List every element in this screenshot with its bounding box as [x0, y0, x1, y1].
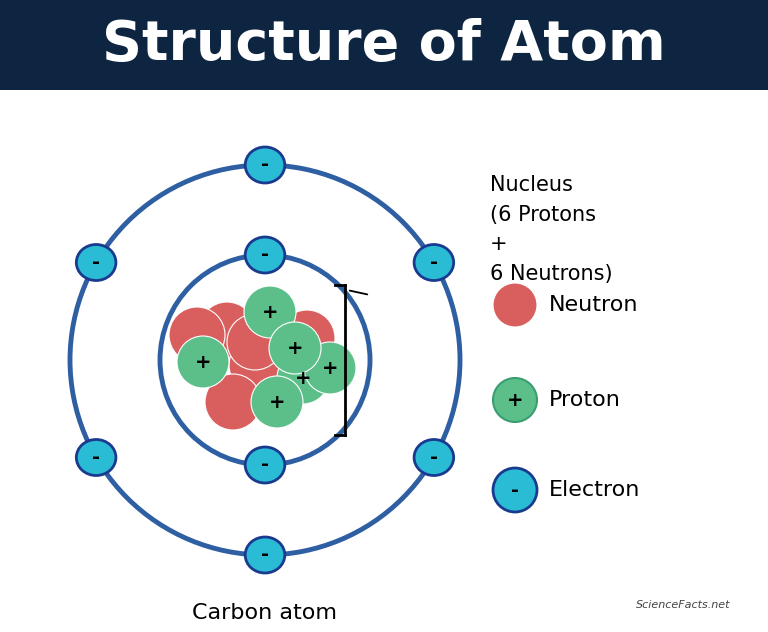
Text: Proton: Proton — [549, 390, 621, 410]
Text: Carbon atom: Carbon atom — [193, 603, 337, 623]
Ellipse shape — [76, 245, 116, 281]
Circle shape — [177, 336, 229, 388]
Ellipse shape — [245, 237, 285, 273]
Circle shape — [199, 302, 255, 358]
Circle shape — [279, 310, 335, 366]
Circle shape — [269, 322, 321, 374]
Text: Neutron: Neutron — [549, 295, 638, 315]
Text: -: - — [261, 456, 269, 475]
Text: +: + — [262, 303, 278, 322]
Ellipse shape — [414, 245, 454, 281]
Circle shape — [493, 378, 537, 422]
Circle shape — [277, 352, 329, 404]
Text: -: - — [430, 448, 438, 467]
Text: +: + — [322, 358, 338, 377]
Ellipse shape — [245, 447, 285, 483]
Circle shape — [227, 314, 283, 370]
Circle shape — [229, 337, 285, 393]
Bar — [0, 0, 768, 90]
Ellipse shape — [245, 147, 285, 183]
Text: +: + — [195, 353, 211, 372]
Text: +: + — [286, 339, 303, 358]
Circle shape — [304, 342, 356, 394]
Circle shape — [493, 468, 537, 512]
Circle shape — [251, 376, 303, 428]
Text: -: - — [92, 448, 100, 467]
Text: -: - — [261, 545, 269, 564]
Text: Structure of Atom: Structure of Atom — [102, 18, 666, 72]
Ellipse shape — [414, 439, 454, 475]
Circle shape — [205, 374, 261, 430]
Text: Electron: Electron — [549, 480, 641, 500]
Text: Nucleus
(6 Protons
+
6 Neutrons): Nucleus (6 Protons + 6 Neutrons) — [490, 175, 613, 284]
Text: -: - — [92, 253, 100, 272]
Text: +: + — [507, 391, 523, 410]
Circle shape — [169, 307, 225, 363]
Text: +: + — [269, 392, 285, 411]
Ellipse shape — [76, 439, 116, 475]
Text: ScienceFacts.net: ScienceFacts.net — [635, 600, 730, 610]
Circle shape — [244, 286, 296, 338]
Text: -: - — [261, 155, 269, 174]
Text: -: - — [261, 245, 269, 265]
Text: -: - — [430, 253, 438, 272]
Ellipse shape — [245, 537, 285, 573]
Text: +: + — [295, 368, 311, 387]
Text: -: - — [511, 480, 519, 499]
Circle shape — [493, 283, 537, 327]
